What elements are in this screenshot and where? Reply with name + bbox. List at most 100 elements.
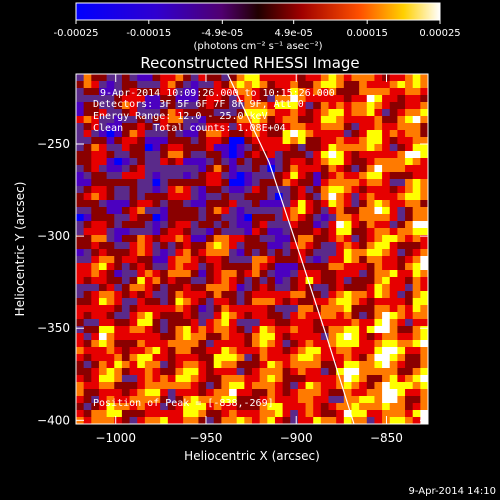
heatmap-cell — [336, 263, 345, 271]
heatmap-cell — [213, 305, 222, 313]
heatmap-cell — [183, 298, 192, 306]
heatmap-cell — [397, 410, 406, 418]
heatmap-cell — [229, 123, 238, 131]
heatmap-cell — [175, 172, 184, 180]
y-tick-label: −400 — [37, 413, 70, 427]
heatmap-cell — [129, 95, 138, 103]
heatmap-cell — [313, 137, 322, 145]
heatmap-cell — [114, 347, 123, 355]
heatmap-cell — [290, 102, 299, 110]
heatmap-cell — [121, 410, 131, 418]
heatmap-cell — [175, 74, 184, 82]
heatmap-cell — [152, 214, 161, 222]
heatmap-cell — [320, 109, 330, 117]
heatmap-cell — [405, 305, 414, 313]
heatmap-cell — [114, 88, 123, 96]
heatmap-cell — [152, 74, 161, 82]
heatmap-cell — [175, 249, 184, 257]
heatmap-cell — [121, 361, 131, 369]
heatmap-cell — [274, 242, 284, 250]
heatmap-cell — [152, 123, 161, 131]
heatmap-cell — [397, 74, 406, 82]
heatmap-cell — [374, 312, 383, 320]
heatmap-cell — [76, 88, 85, 96]
heatmap-cell — [382, 235, 391, 243]
y-tick-label: −350 — [37, 321, 70, 335]
heatmap-cell — [397, 151, 406, 159]
heatmap-cell — [183, 333, 192, 341]
colorbar-tick-label: 4.9e-05 — [274, 28, 312, 39]
heatmap-cell — [420, 214, 428, 222]
heatmap-cell — [229, 256, 238, 264]
heatmap-cell — [221, 403, 230, 411]
heatmap-cell — [420, 158, 428, 166]
heatmap-cell — [129, 396, 138, 404]
heatmap-cell — [129, 109, 138, 117]
heatmap-cell — [259, 340, 268, 348]
heatmap-cell — [267, 277, 276, 285]
heatmap-cell — [282, 158, 291, 166]
heatmap-cell — [389, 179, 398, 187]
heatmap-cell — [343, 291, 352, 299]
heatmap-cell — [252, 410, 261, 418]
heatmap-cell — [183, 270, 192, 278]
heatmap-cell — [397, 375, 406, 383]
heatmap-cell — [144, 228, 154, 236]
heatmap-cell — [359, 179, 368, 187]
heatmap-cell — [76, 186, 85, 194]
heatmap-cell — [282, 221, 291, 229]
heatmap-cell — [236, 130, 245, 138]
heatmap-cell — [359, 263, 368, 271]
heatmap-cell — [297, 207, 307, 215]
heatmap-cell — [98, 172, 108, 180]
heatmap-cell — [389, 186, 398, 194]
heatmap-cell — [274, 326, 284, 334]
heatmap-cell — [160, 417, 169, 424]
heatmap-cell — [282, 172, 291, 180]
heatmap-cell — [420, 277, 428, 285]
heatmap-cell — [366, 137, 375, 145]
heatmap-cell — [290, 361, 299, 369]
heatmap-cell — [366, 102, 375, 110]
heatmap-cell — [236, 207, 245, 215]
heatmap-cell — [282, 102, 291, 110]
heatmap-cell — [382, 228, 391, 236]
heatmap-cell — [397, 235, 406, 243]
heatmap-cell — [397, 172, 406, 180]
heatmap-cell — [252, 347, 261, 355]
heatmap-cell — [91, 354, 100, 362]
heatmap-cell — [297, 333, 307, 341]
heatmap-cell — [213, 207, 222, 215]
x-tick-label: −1000 — [95, 431, 136, 445]
heatmap-cell — [267, 256, 276, 264]
heatmap-cell — [114, 158, 123, 166]
heatmap-cell — [229, 179, 238, 187]
heatmap-cell — [305, 368, 314, 376]
heatmap-cell — [183, 396, 192, 404]
heatmap-cell — [198, 81, 207, 89]
heatmap-cell — [374, 242, 383, 250]
heatmap-cell — [213, 235, 222, 243]
heatmap-cell — [190, 291, 199, 299]
heatmap-cell — [313, 270, 322, 278]
heatmap-cell — [114, 144, 123, 152]
heatmap-cell — [343, 368, 352, 376]
heatmap-cell — [405, 179, 414, 187]
heatmap-cell — [106, 270, 115, 278]
heatmap-image — [76, 74, 428, 424]
heatmap-cell — [221, 270, 230, 278]
heatmap-cell — [137, 291, 146, 299]
heatmap-cell — [336, 368, 345, 376]
heatmap-cell — [252, 403, 261, 411]
heatmap-cell — [336, 109, 345, 117]
heatmap-cell — [412, 375, 421, 383]
heatmap-cell — [183, 116, 192, 124]
heatmap-cell — [198, 305, 207, 313]
heatmap-cell — [129, 368, 138, 376]
heatmap-cell — [343, 109, 352, 117]
heatmap-cell — [183, 200, 192, 208]
heatmap-cell — [328, 291, 337, 299]
heatmap-cell — [152, 193, 161, 201]
heatmap-cell — [183, 291, 192, 299]
heatmap-cell — [91, 270, 100, 278]
